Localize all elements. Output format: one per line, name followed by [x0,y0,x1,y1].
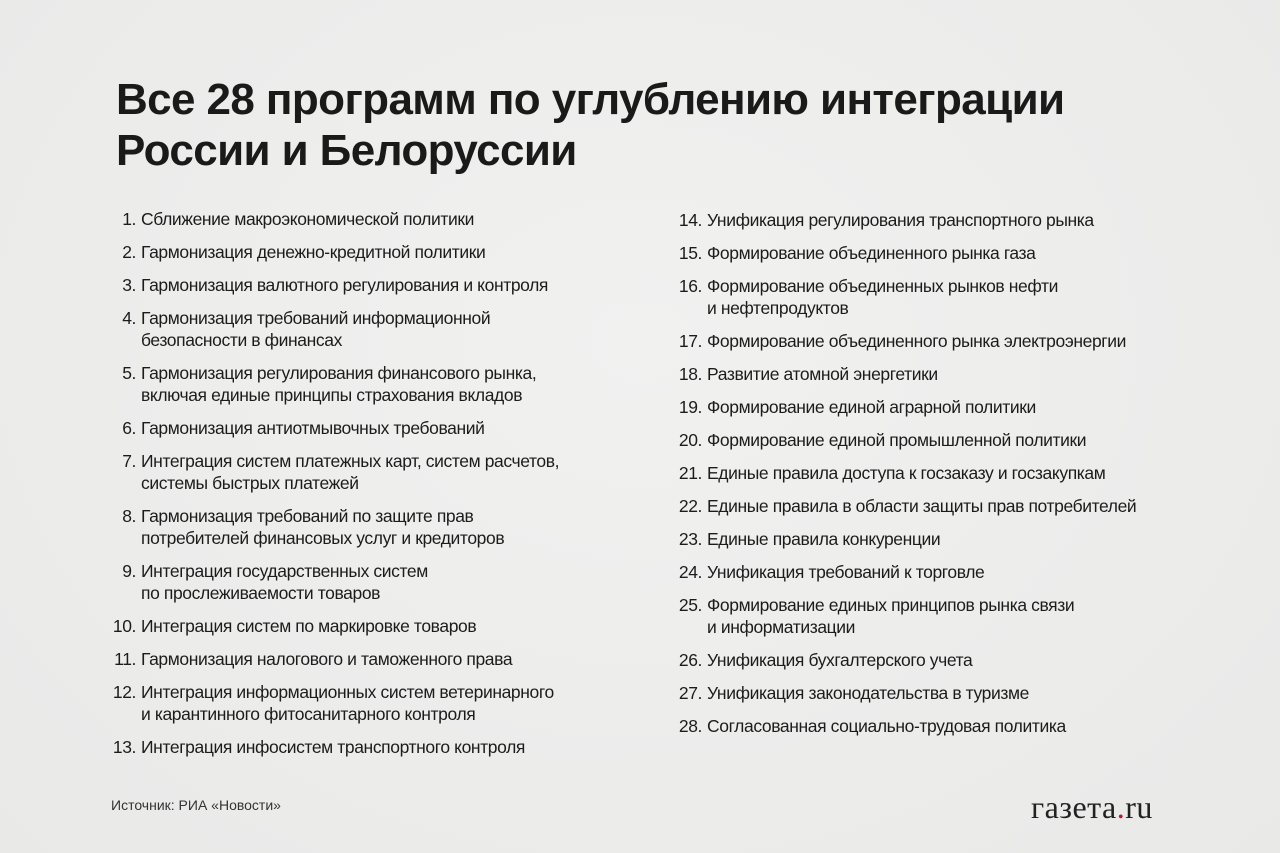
program-item: 24. Унификация требований к торговле [666,561,1226,583]
item-text: Гармонизация регулирования финансового р… [141,363,537,405]
item-text: Интеграция систем платежных карт, систем… [141,451,560,493]
item-number: 14. [678,210,703,230]
item-number: 7. [122,451,136,471]
program-item: 6. Гармонизация антиотмывочных требований [100,417,640,439]
item-text: Формирование единой аграрной политики [707,397,1036,417]
item-number: 25. [678,595,703,615]
item-number: 20. [678,430,703,450]
program-item: 18. Развитие атомной энергетики [666,363,1226,385]
item-text: Единые правила доступа к госзаказу и гос… [707,463,1106,483]
program-item: 8. Гармонизация требований по защите прав… [100,505,640,549]
program-item: 16. Формирование объединенных рынков нефт… [666,275,1226,319]
program-item: 10. Интеграция систем по маркировке товар… [100,615,640,637]
page-title: Все 28 программ по углублению интеграции… [116,74,1065,176]
program-item: 7. Интеграция систем платежных карт, сист… [100,450,640,494]
title-line-1: Все 28 программ по углублению интеграции [116,75,1065,124]
item-number: 4. [122,308,136,328]
program-item: 14. Унификация регулирования транспортног… [666,209,1226,231]
item-text: Гармонизация валютного регулирования и к… [141,275,548,295]
program-item: 23. Единые правила конкуренции [666,528,1226,550]
source-note: Источник: РИА «Новости» [111,797,281,813]
item-text: Сближение макроэкономической политики [141,209,474,229]
item-text: Единые правила в области защиты прав пот… [707,496,1137,516]
item-number: 2. [122,242,136,262]
item-number: 23. [678,529,703,549]
item-number: 10. [112,616,137,636]
program-item: 27. Унификация законодательства в туризме [666,682,1226,704]
item-text: Интеграция систем по маркировке товаров [141,616,477,636]
program-item: 19. Формирование единой аграрной политики [666,396,1226,418]
item-number: 28. [678,716,703,736]
item-number: 13. [112,737,137,757]
program-item: 4. Гармонизация требований информационной… [100,307,640,351]
item-number: 26. [678,650,703,670]
item-text: Формирование единых принципов рынка связ… [707,595,1075,637]
item-text: Унификация бухгалтерского учета [707,650,973,670]
program-item: 2. Гармонизация денежно-кредитной политик… [100,241,640,263]
item-number: 12. [112,682,137,702]
item-number: 21. [678,463,703,483]
item-text: Развитие атомной энергетики [707,364,938,384]
program-item: 1. Сближение макроэкономической политики [100,208,640,230]
gazeta-ru-logo: газета.ru [1031,789,1153,825]
item-number: 6. [122,418,136,438]
program-item: 20. Формирование единой промышленной поли… [666,429,1226,451]
program-item: 13. Интеграция инфосистем транспортного к… [100,736,640,758]
item-text: Интеграция инфосистем транспортного конт… [141,737,525,757]
item-text: Унификация требований к торговле [707,562,985,582]
item-number: 17. [678,331,703,351]
program-item: 21. Единые правила доступа к госзаказу и … [666,462,1226,484]
item-text: Согласованная социально-трудовая политик… [707,716,1066,736]
item-text: Унификация регулирования транспортного р… [707,210,1094,230]
item-number: 1. [122,209,136,229]
program-item: 26. Унификация бухгалтерского учета [666,649,1226,671]
item-number: 16. [678,276,703,296]
item-text: Унификация законодательства в туризме [707,683,1029,703]
item-number: 5. [122,363,136,383]
item-number: 22. [678,496,703,516]
item-text: Формирование объединенного рынка газа [707,243,1036,263]
title-line-2: России и Белоруссии [116,126,577,175]
item-number: 9. [122,561,136,581]
item-text: Формирование объединенных рынков нефти и … [707,276,1058,318]
item-text: Интеграция информационных систем ветерин… [141,682,554,724]
item-text: Гармонизация антиотмывочных требований [141,418,485,438]
item-text: Гармонизация налогового и таможенного пр… [141,649,513,669]
program-item: 5. Гармонизация регулирования финансового… [100,362,640,406]
program-item: 22. Единые правила в области защиты прав … [666,495,1226,517]
item-number: 19. [678,397,703,417]
program-item: 25. Формирование единых принципов рынка с… [666,594,1226,638]
item-number: 24. [678,562,703,582]
program-item: 15. Формирование объединенного рынка газа [666,242,1226,264]
program-item: 17. Формирование объединенного рынка элек… [666,330,1226,352]
program-item: 9. Интеграция государственных систем по пр… [100,560,640,604]
program-list-left: 1. Сближение макроэкономической политики 2… [100,208,640,769]
item-text: Интеграция государственных систем по прос… [141,561,428,603]
item-text: Единые правила конкуренции [707,529,941,549]
item-text: Гармонизация требований по защите прав по… [141,506,505,548]
item-text: Гармонизация денежно-кредитной политики [141,242,486,262]
item-number: 15. [678,243,703,263]
item-number: 27. [678,683,703,703]
item-text: Формирование единой промышленной политик… [707,430,1087,450]
program-item: 28. Согласованная социально-трудовая поли… [666,715,1226,737]
item-text: Гармонизация требований информационной бе… [141,308,491,350]
program-item: 11. Гармонизация налогового и таможенного… [100,648,640,670]
item-number: 18. [678,364,703,384]
program-item: 12. Интеграция информационных систем вете… [100,681,640,725]
item-number: 11. [114,649,136,669]
program-item: 3. Гармонизация валютного регулирования и… [100,274,640,296]
item-number: 8. [122,506,136,526]
item-number: 3. [122,275,136,295]
program-list-right: 14. Унификация регулирования транспортног… [666,209,1226,748]
item-text: Формирование объединенного рынка электро… [707,331,1127,351]
